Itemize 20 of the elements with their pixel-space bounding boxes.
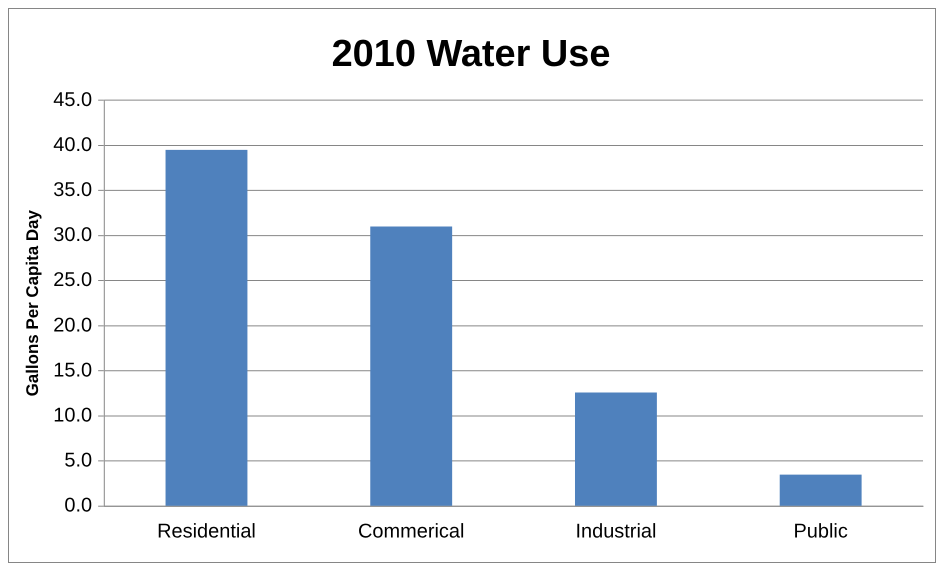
bar [166,150,248,506]
y-tick-label: 15.0 [53,359,92,382]
bar [780,474,862,506]
x-tick-label: Commerical [358,520,464,543]
y-tick-label: 40.0 [53,134,92,156]
y-tick-label: 0.0 [64,494,92,517]
y-tick-label: 30.0 [53,224,92,246]
y-tick-label: 5.0 [64,450,92,472]
bar [370,226,452,506]
y-tick-label: 45.0 [53,88,92,111]
bar [574,392,657,506]
y-tick-label: 10.0 [53,404,92,426]
x-tick-label: Residential [157,520,256,543]
y-tick-label: 25.0 [53,269,92,292]
y-tick-label: 20.0 [53,314,92,336]
chart-title: 2010 Water Use [332,33,610,76]
x-tick-label: Industrial [575,520,656,543]
y-tick-label: 35.0 [53,178,92,201]
x-tick-label: Public [793,520,848,543]
y-axis-title: Gallons Per Capita Day [22,210,42,396]
